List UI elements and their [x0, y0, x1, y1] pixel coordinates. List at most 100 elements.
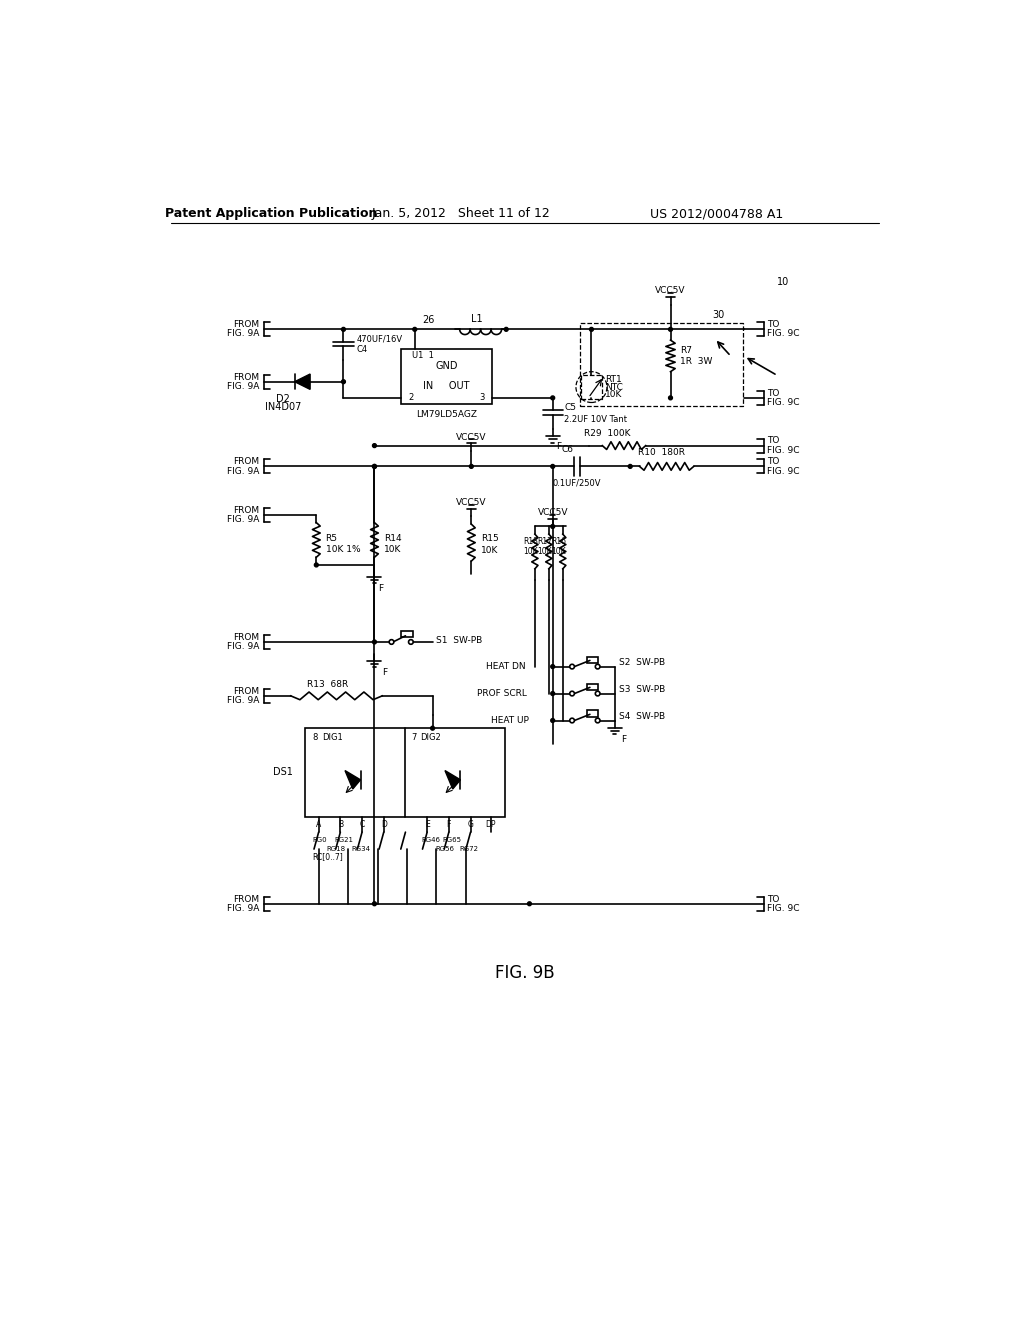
Bar	[587, 710, 598, 717]
Text: 10: 10	[777, 277, 790, 286]
Text: FIG. 9A: FIG. 9A	[227, 381, 260, 391]
Text: C5: C5	[564, 403, 577, 412]
Text: VCC5V: VCC5V	[655, 286, 686, 296]
Text: FROM: FROM	[233, 506, 260, 515]
Circle shape	[373, 465, 377, 469]
Circle shape	[409, 640, 414, 644]
Text: D2: D2	[276, 393, 290, 404]
Text: C: C	[359, 820, 365, 829]
Text: LM79LD5AGZ: LM79LD5AGZ	[416, 411, 477, 420]
Circle shape	[569, 718, 574, 723]
Text: FIG. 9A: FIG. 9A	[227, 696, 260, 705]
Polygon shape	[345, 771, 360, 789]
Text: 10K: 10K	[538, 546, 552, 556]
Text: L1: L1	[471, 314, 482, 325]
Text: R29  100K: R29 100K	[584, 429, 630, 438]
Circle shape	[373, 444, 377, 447]
Text: FROM: FROM	[233, 895, 260, 904]
Text: 10K: 10K	[523, 546, 539, 556]
Text: R7: R7	[680, 346, 692, 355]
Text: RG18: RG18	[327, 846, 345, 853]
Text: G: G	[468, 820, 473, 829]
Text: 10K: 10K	[552, 546, 566, 556]
Circle shape	[389, 640, 394, 644]
Text: C4: C4	[356, 345, 368, 354]
Circle shape	[373, 640, 377, 644]
Text: DP: DP	[485, 820, 496, 829]
Bar	[400, 348, 493, 404]
Circle shape	[504, 327, 508, 331]
Text: US 2012/0004788 A1: US 2012/0004788 A1	[650, 207, 783, 220]
Text: FIG. 9C: FIG. 9C	[767, 904, 800, 913]
Text: A: A	[316, 820, 322, 829]
Text: F: F	[621, 735, 626, 744]
Text: VCC5V: VCC5V	[456, 433, 486, 442]
Text: FIG. 9A: FIG. 9A	[227, 466, 260, 475]
Circle shape	[314, 564, 318, 566]
Text: FIG. 9C: FIG. 9C	[767, 399, 800, 407]
Text: RT1: RT1	[605, 375, 623, 384]
Text: GND: GND	[435, 360, 458, 371]
Text: RG72: RG72	[460, 846, 478, 853]
Text: PROF SCRL: PROF SCRL	[477, 689, 527, 698]
Circle shape	[569, 664, 574, 669]
Circle shape	[342, 327, 345, 331]
Text: R5: R5	[326, 533, 338, 543]
Circle shape	[373, 465, 377, 469]
Text: FROM: FROM	[233, 321, 260, 329]
Bar	[305, 729, 505, 817]
Circle shape	[669, 396, 673, 400]
Text: R17: R17	[538, 537, 553, 546]
Text: FIG. 9C: FIG. 9C	[767, 446, 800, 454]
Text: FIG. 9C: FIG. 9C	[767, 466, 800, 475]
Text: 1R  3W: 1R 3W	[680, 358, 712, 366]
Text: 2.2UF 10V Tant: 2.2UF 10V Tant	[564, 414, 628, 424]
Text: E: E	[425, 820, 429, 829]
Text: FIG. 9A: FIG. 9A	[227, 515, 260, 524]
Text: TO: TO	[767, 321, 779, 329]
Text: HEAT DN: HEAT DN	[486, 663, 526, 671]
Polygon shape	[445, 771, 461, 789]
Circle shape	[551, 396, 555, 400]
Circle shape	[469, 465, 473, 469]
Text: DIG2: DIG2	[420, 733, 441, 742]
Text: F: F	[382, 668, 387, 677]
Circle shape	[669, 327, 673, 331]
Text: IN4D07: IN4D07	[265, 403, 301, 412]
Text: R18: R18	[523, 537, 539, 546]
Circle shape	[551, 718, 555, 722]
Text: FROM: FROM	[233, 457, 260, 466]
Text: 10K 1%: 10K 1%	[326, 545, 360, 554]
Circle shape	[551, 524, 555, 528]
Circle shape	[595, 692, 600, 696]
Text: 0.1UF/250V: 0.1UF/250V	[553, 479, 601, 488]
Text: 470UF/16V: 470UF/16V	[356, 335, 402, 343]
Text: 30: 30	[713, 310, 725, 321]
Circle shape	[551, 692, 555, 696]
Circle shape	[413, 327, 417, 331]
Circle shape	[342, 380, 345, 384]
Text: R14: R14	[384, 533, 401, 543]
Text: TO: TO	[767, 437, 779, 445]
Bar	[580, 323, 742, 405]
Text: FIG. 9A: FIG. 9A	[227, 642, 260, 651]
Text: FROM: FROM	[233, 372, 260, 381]
Text: S3  SW-PB: S3 SW-PB	[618, 685, 665, 694]
Text: B: B	[338, 820, 343, 829]
Text: FROM: FROM	[233, 632, 260, 642]
Text: FIG. 9A: FIG. 9A	[227, 904, 260, 913]
Text: R10  180R: R10 180R	[638, 447, 685, 457]
Text: Jan. 5, 2012   Sheet 11 of 12: Jan. 5, 2012 Sheet 11 of 12	[372, 207, 551, 220]
Text: 2: 2	[409, 393, 414, 403]
Circle shape	[590, 327, 593, 331]
Circle shape	[629, 465, 632, 469]
Text: VCC5V: VCC5V	[538, 508, 568, 517]
Text: Patent Application Publication: Patent Application Publication	[165, 207, 378, 220]
Text: RG65: RG65	[442, 837, 462, 843]
Text: S2  SW-PB: S2 SW-PB	[618, 659, 665, 667]
Bar	[587, 656, 598, 663]
Text: NTC: NTC	[605, 383, 624, 392]
Text: U1  1: U1 1	[412, 351, 433, 360]
Text: F: F	[378, 583, 383, 593]
Bar	[582, 375, 601, 400]
